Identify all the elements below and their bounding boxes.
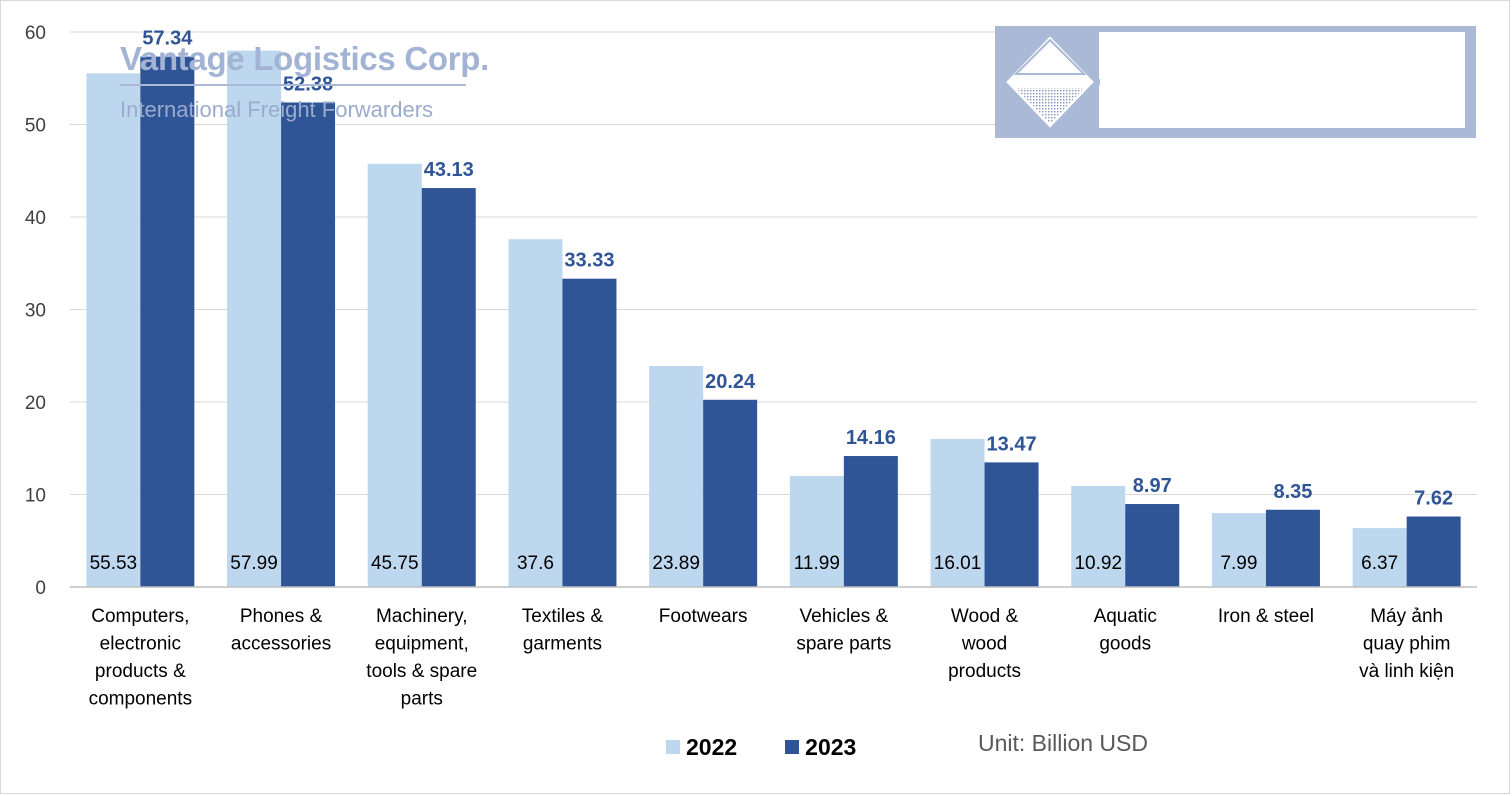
data-label-2022: 55.53: [90, 553, 138, 574]
logo-diamond-icon: [1000, 30, 1100, 134]
x-category-label: Aquatic goods: [1094, 606, 1157, 655]
bar-2023: [1406, 516, 1461, 587]
data-label-2022: 57.99: [230, 553, 278, 574]
data-label-2023: 8.97: [1133, 475, 1172, 497]
logo-company-name: Vantage Logistics Corp.: [120, 40, 490, 77]
x-category-label: Textiles & garments: [522, 606, 604, 655]
x-category-label: Phones & accessories: [231, 606, 331, 655]
data-label-2022: 23.89: [652, 553, 700, 574]
data-label-2023: 14.16: [846, 427, 896, 449]
data-label-2023: 20.24: [705, 371, 756, 393]
x-category-label: Máy ảnh quay phim và linh kiện: [1359, 606, 1454, 682]
logo-tagline: International Freight Forwarders: [120, 97, 434, 122]
x-category-label: Footwears: [659, 606, 748, 627]
unit-note: Unit: Billion USD: [978, 730, 1148, 756]
bar-2023: [1125, 504, 1180, 587]
bar-2023: [984, 462, 1039, 587]
data-label-2022: 45.75: [371, 553, 419, 574]
bar-2022: [930, 438, 985, 587]
data-label-2022: 37.6: [517, 553, 554, 574]
y-tick-label: 30: [25, 301, 46, 322]
logo-panel: [1099, 32, 1465, 128]
bars: 55.5357.3457.9952.3845.7543.1337.633.332…: [86, 28, 1461, 588]
x-category-label: Computers, electronic products & components: [89, 606, 193, 710]
x-category-label: Machinery, equipment, tools & spare parts: [366, 606, 477, 710]
bar-2023: [843, 456, 898, 587]
y-tick-label: 40: [25, 208, 46, 229]
data-label-2022: 7.99: [1220, 553, 1257, 574]
bar-2022: [649, 366, 704, 587]
bar-2022: [508, 239, 563, 587]
legend-swatch-2022: [666, 740, 680, 754]
logo-divider: [120, 84, 466, 86]
bar-2022: [86, 73, 141, 587]
legend-label-2022: 2022: [686, 733, 738, 760]
x-category-label: Vehicles & spare parts: [796, 606, 891, 655]
data-label-2023: 13.47: [987, 433, 1037, 455]
data-label-2023: 43.13: [424, 159, 474, 181]
legend: 2022 2023: [666, 731, 904, 763]
bar-2023: [562, 278, 617, 587]
bar-2023: [281, 102, 336, 588]
bar-2022: [367, 163, 422, 587]
y-axis: 0 10 20 30 40 50 60: [25, 23, 46, 599]
data-label-2023: 8.35: [1273, 481, 1312, 503]
data-label-2022: 6.37: [1361, 553, 1398, 574]
x-category-label: Iron & steel: [1218, 606, 1314, 627]
data-label-2022: 11.99: [794, 553, 840, 574]
data-label-2023: 33.33: [564, 250, 614, 272]
legend-item-2022: 2022: [666, 734, 737, 761]
bar-2022: [1352, 528, 1407, 587]
legend-item-2023: 2023: [785, 734, 856, 761]
x-axis: Computers, electronic products & components…: [70, 586, 1477, 710]
legend-swatch-2023: [785, 740, 800, 754]
y-tick-label: 60: [25, 23, 46, 44]
y-tick-label: 0: [35, 578, 46, 599]
y-tick-label: 20: [25, 393, 46, 414]
bar-2022: [227, 50, 282, 587]
bar-2023: [1265, 509, 1320, 587]
bar-2023: [703, 399, 758, 587]
data-label-2023: 7.62: [1414, 488, 1453, 510]
y-tick-label: 50: [25, 116, 46, 137]
legend-label-2023: 2023: [805, 733, 857, 760]
data-label-2023: 57.34: [142, 28, 193, 50]
data-label-2022: 10.92: [1074, 553, 1122, 574]
bar-2022: [789, 476, 844, 587]
data-label-2022: 16.01: [934, 553, 982, 574]
bar-2022: [1071, 485, 1126, 587]
bar-2023: [140, 56, 195, 588]
bar-2023: [421, 188, 476, 588]
bar-2022: [1211, 513, 1266, 587]
x-category-label: Wood & wood products: [948, 606, 1021, 682]
y-tick-label: 10: [25, 486, 46, 507]
